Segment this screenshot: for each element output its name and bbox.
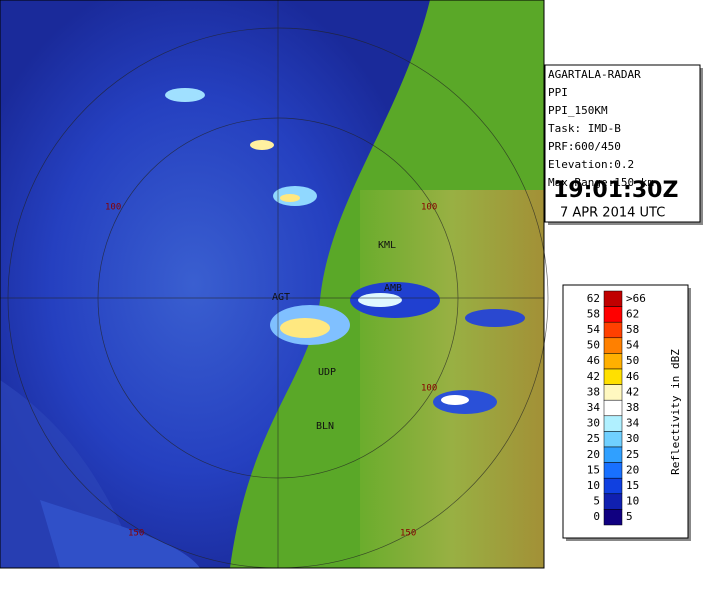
legend-low: 46	[587, 354, 600, 367]
map-label: AGT	[272, 292, 290, 303]
map-label: UDP	[318, 367, 336, 378]
legend-swatch	[603, 384, 623, 401]
map-label: AMB	[384, 283, 402, 294]
legend-swatch	[603, 368, 623, 385]
legend-high: 54	[626, 339, 640, 352]
legend-high: 58	[626, 323, 639, 336]
legend-swatch	[603, 321, 623, 339]
legend-swatch	[603, 431, 623, 448]
info-line: Elevation:0.2	[548, 158, 634, 171]
info-line: Max Range:150 km	[548, 176, 654, 189]
legend-high: 15	[626, 479, 639, 492]
legend-swatch	[603, 477, 623, 495]
legend-high: 20	[626, 463, 639, 476]
legend-high: 5	[626, 510, 633, 523]
legend-swatch	[603, 290, 623, 307]
legend-swatch	[603, 306, 623, 323]
legend-low: 38	[587, 385, 600, 398]
date: 7 APR 2014 UTC	[560, 206, 665, 221]
legend-swatch	[603, 399, 623, 417]
info-line: PPI_150KM	[548, 104, 608, 117]
legend-title: Reflectivity in dBZ	[669, 349, 682, 475]
legend-low: 58	[587, 307, 600, 320]
legend-high: 62	[626, 307, 639, 320]
legend-low: 25	[587, 432, 600, 445]
info-box	[544, 64, 703, 225]
legend-high: 38	[626, 401, 639, 414]
legend-high: >66	[626, 292, 646, 305]
legend-swatch	[603, 462, 623, 479]
map-label: BLN	[316, 421, 334, 432]
info-line: PPI	[548, 86, 568, 99]
legend-swatch	[603, 509, 623, 526]
map-label: 150	[400, 529, 416, 539]
legend-low: 42	[587, 370, 600, 383]
legend-low: 54	[587, 323, 601, 336]
map-label: 100	[421, 384, 437, 394]
legend-low: 5	[593, 495, 600, 508]
legend-swatch	[603, 446, 623, 463]
legend-high: 30	[626, 432, 639, 445]
legend-low: 34	[587, 401, 601, 414]
map-label: KML	[378, 240, 396, 251]
legend-high: 42	[626, 385, 639, 398]
legend-low: 62	[587, 292, 600, 305]
legend-high: 25	[626, 448, 639, 461]
legend-low: 30	[587, 417, 600, 430]
legend-high: 46	[626, 370, 639, 383]
legend-high: 34	[626, 417, 640, 430]
radar-image	[0, 0, 549, 569]
legend-low: 50	[587, 339, 600, 352]
legend-swatch	[603, 337, 623, 354]
legend-swatch	[603, 415, 623, 432]
legend-low: 0	[593, 510, 600, 523]
legend-low: 15	[587, 463, 600, 476]
legend-box: Reflectivity in dBZ	[562, 284, 691, 541]
legend-low: 10	[587, 479, 600, 492]
legend-high: 10	[626, 495, 639, 508]
legend-high: 50	[626, 354, 639, 367]
time: 19:01:30Z	[553, 178, 678, 203]
info-line: PRF:600/450	[548, 140, 621, 153]
map-label: 150	[128, 529, 144, 539]
info-line: AGARTALA-RADAR	[548, 68, 641, 81]
info-line: Task: IMD-B	[548, 122, 621, 135]
legend-swatch	[603, 353, 623, 370]
map-label: 100	[105, 203, 121, 213]
legend-swatch	[603, 493, 623, 510]
map-label: 100	[421, 203, 437, 213]
legend-low: 20	[587, 448, 600, 461]
